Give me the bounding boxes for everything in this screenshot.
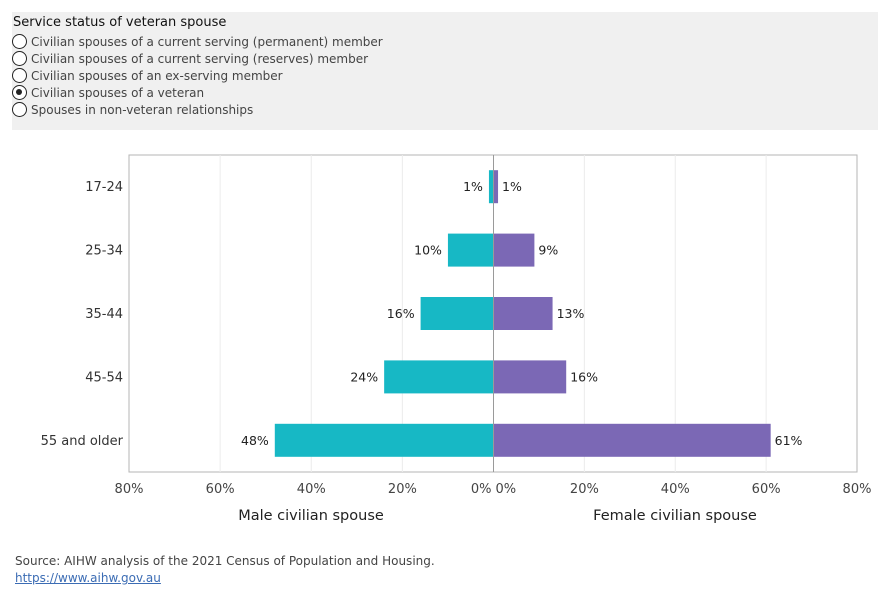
x-tick-label-left: 40% (297, 482, 326, 497)
category-label: 45-54 (85, 370, 123, 385)
male-value-label: 16% (387, 306, 415, 321)
radio-option-reserves[interactable]: Civilian spouses of a current serving (r… (12, 50, 878, 67)
x-tick-label-left: 60% (206, 482, 235, 497)
female-bar (493, 233, 535, 267)
radio-option-label: Civilian spouses of an ex-serving member (31, 68, 283, 83)
female-value-label: 1% (502, 179, 522, 194)
service-status-filter: Service status of veteran spouse Civilia… (12, 12, 878, 130)
female-value-label: 61% (775, 433, 803, 448)
radio-option-non-veteran[interactable]: Spouses in non-veteran relationships (12, 101, 878, 118)
male-value-label: 10% (414, 243, 442, 258)
male-bar (447, 233, 494, 267)
category-label: 25-34 (85, 244, 123, 259)
radio-button-icon[interactable] (12, 102, 27, 117)
male-bar (274, 423, 494, 457)
x-tick-label-right: 80% (843, 482, 872, 497)
category-label: 55 and older (41, 434, 124, 449)
male-value-label: 48% (241, 433, 269, 448)
radio-button-icon[interactable] (12, 85, 27, 100)
female-bar (493, 297, 553, 330)
x-tick-label-right: 0% (496, 482, 517, 497)
female-value-label: 16% (570, 369, 598, 384)
category-label: 35-44 (85, 307, 123, 322)
x-tick-label-left: 80% (115, 482, 144, 497)
x-tick-label-left: 20% (388, 482, 417, 497)
radio-option-veteran[interactable]: Civilian spouses of a veteran (12, 84, 878, 101)
male-axis-title: Male civilian spouse (238, 508, 384, 524)
female-value-label: 13% (557, 306, 585, 321)
female-bar (493, 170, 499, 204)
x-tick-label-left: 0% (471, 482, 492, 497)
radio-button-icon[interactable] (12, 51, 27, 66)
source-note: Source: AIHW analysis of the 2021 Census… (15, 554, 435, 568)
female-axis-title: Female civilian spouse (593, 508, 757, 524)
source-link[interactable]: https://www.aihw.gov.au (15, 571, 161, 585)
radio-button-icon[interactable] (12, 34, 27, 49)
x-tick-label-right: 60% (752, 482, 781, 497)
female-bar (493, 423, 771, 457)
radio-option-label: Civilian spouses of a veteran (31, 85, 205, 100)
x-tick-label-right: 20% (570, 482, 599, 497)
female-bar (493, 360, 567, 394)
male-bar (384, 360, 494, 394)
female-value-label: 9% (538, 243, 558, 258)
radio-option-label: Civilian spouses of a current serving (r… (31, 51, 369, 66)
male-bar (488, 170, 494, 204)
radio-option-label: Spouses in non-veteran relationships (31, 102, 254, 117)
radio-option-label: Civilian spouses of a current serving (p… (31, 34, 383, 49)
filter-title: Service status of veteran spouse (13, 15, 227, 30)
radio-button-icon[interactable] (12, 68, 27, 83)
male-value-label: 24% (350, 369, 378, 384)
radio-option-permanent[interactable]: Civilian spouses of a current serving (p… (12, 33, 878, 50)
male-bar (420, 297, 494, 330)
male-value-label: 1% (463, 179, 483, 194)
category-label: 17-24 (85, 180, 123, 195)
x-tick-label-right: 40% (661, 482, 690, 497)
radio-option-ex-serving[interactable]: Civilian spouses of an ex-serving member (12, 67, 878, 84)
